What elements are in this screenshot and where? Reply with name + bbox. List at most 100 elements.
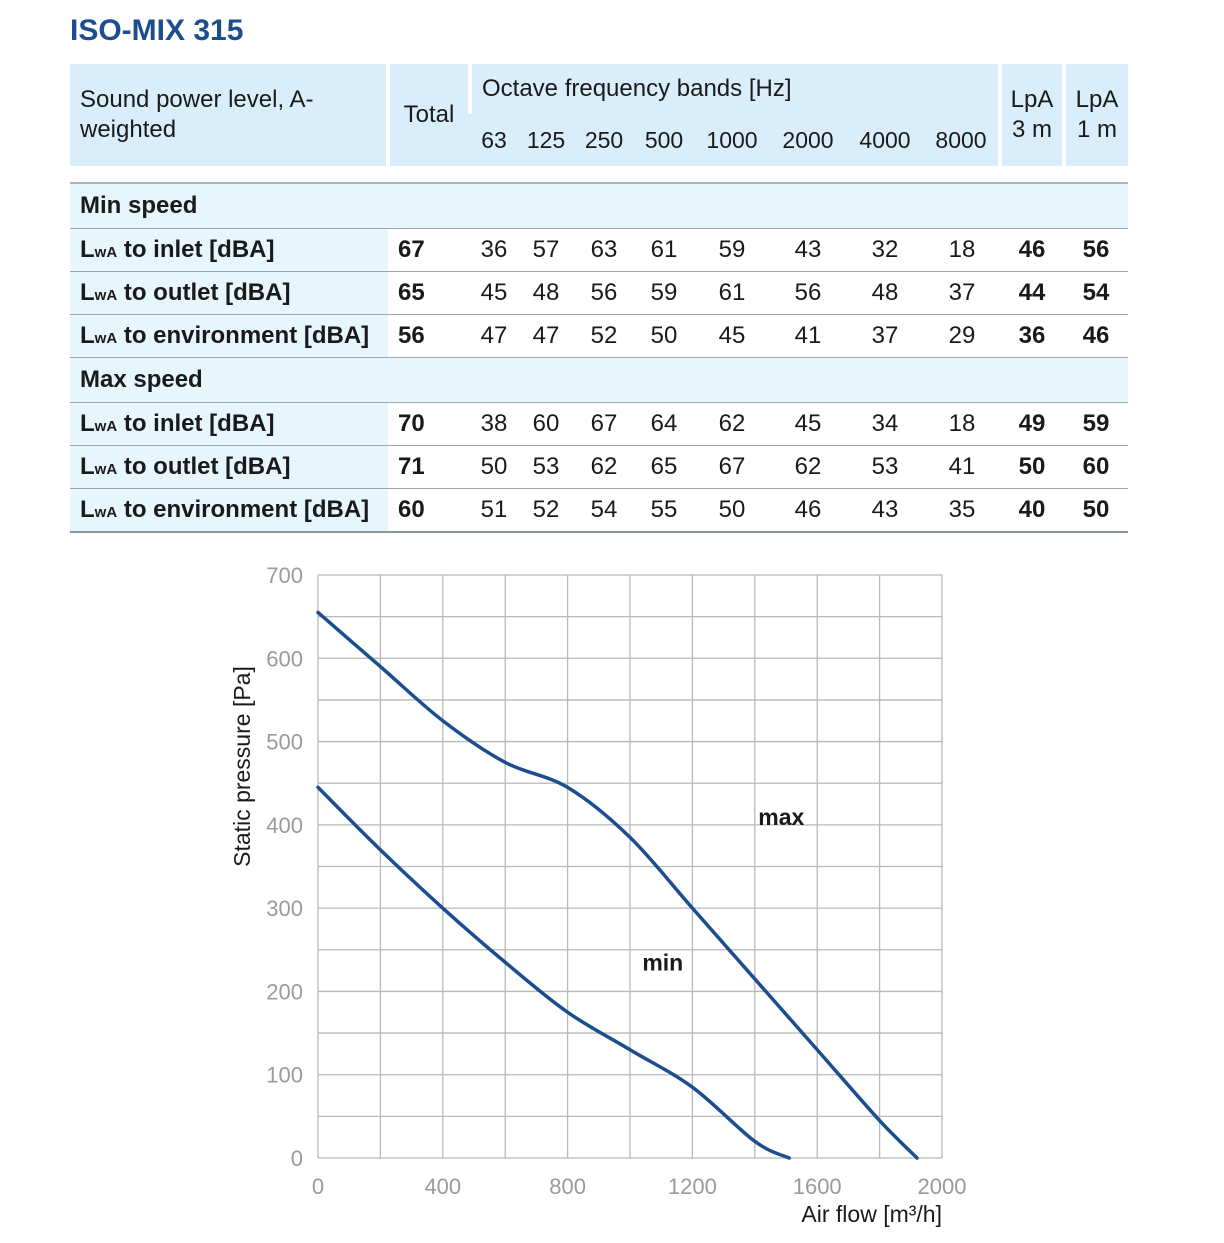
- band-cell: 59: [634, 271, 694, 315]
- band-cell: 47: [470, 314, 518, 358]
- band-cell: 18: [924, 402, 1000, 446]
- y-tick-label: 500: [266, 730, 303, 755]
- lpa3-cell: 50: [1000, 445, 1064, 489]
- header-bands: Octave frequency bands [Hz]: [468, 64, 1000, 114]
- band-cell: 50: [634, 314, 694, 358]
- total-cell: 60: [388, 488, 470, 533]
- lpa1-cell: 46: [1064, 314, 1128, 358]
- band-cell: 48: [846, 271, 924, 315]
- lpa3-cell: 36: [1000, 314, 1064, 358]
- band-cell: 52: [574, 314, 634, 358]
- y-tick-label: 300: [266, 896, 303, 921]
- lpa1-cell: 60: [1064, 445, 1128, 489]
- lpa1-cell: 50: [1064, 488, 1128, 533]
- band-cell: 43: [770, 228, 846, 272]
- y-axis-label: Static pressure [Pa]: [229, 666, 255, 867]
- band-cell: 65: [634, 445, 694, 489]
- lpa1-cell: 59: [1064, 402, 1128, 446]
- y-tick-label: 600: [266, 646, 303, 671]
- row-label: LwA to environment [dBA]: [70, 314, 388, 358]
- header-lpa3: LpA 3 m: [998, 64, 1064, 166]
- lpa1-cell: 56: [1064, 228, 1128, 272]
- table-row: LwA to outlet [dBA] 71 50 53 62 65 67 62 53 41 50 6…: [70, 445, 1128, 489]
- table-row: LwA to environment [dBA] 56 47 47 52 50 45 41 37…: [70, 314, 1128, 358]
- page-title: ISO-MIX 315: [70, 14, 244, 47]
- band-cell: 59: [694, 228, 770, 272]
- row-label: LwA to inlet [dBA]: [70, 228, 388, 272]
- speed-group-label: Min speed: [70, 183, 1128, 229]
- lpa3-cell: 40: [1000, 488, 1064, 533]
- band-cell: 45: [470, 271, 518, 315]
- header-label: Sound power level, A-weighted: [70, 64, 388, 166]
- table-row: LwA to environment [dBA] 60 51 52 54 55 50 46 43…: [70, 488, 1128, 533]
- band-cell: 50: [694, 488, 770, 533]
- band-cell: 36: [470, 228, 518, 272]
- band-cell: 43: [846, 488, 924, 533]
- band-cell: 67: [574, 402, 634, 446]
- series-line-max: [316, 610, 919, 1160]
- header-total: Total: [386, 64, 470, 166]
- table-row: LwA to inlet [dBA] 70 38 60 67 64 62 45 34 18 49 59: [70, 402, 1128, 446]
- y-tick-label: 100: [266, 1063, 303, 1088]
- y-tick-label: 200: [266, 979, 303, 1004]
- band-cell: 55: [634, 488, 694, 533]
- band-header: 2000: [770, 114, 846, 166]
- speed-group-row: Max speed: [70, 357, 1128, 403]
- series-label-min: min: [642, 950, 683, 976]
- x-tick-label: 2000: [918, 1174, 967, 1199]
- x-tick-label: 1200: [668, 1174, 717, 1199]
- y-tick-label: 0: [291, 1146, 303, 1171]
- y-tick-label: 400: [266, 813, 303, 838]
- band-cell: 38: [470, 402, 518, 446]
- band-cell: 56: [574, 271, 634, 315]
- lpa3-top: LpA: [1010, 86, 1054, 113]
- band-cell: 53: [846, 445, 924, 489]
- total-cell: 71: [388, 445, 470, 489]
- row-label: LwA to environment [dBA]: [70, 488, 388, 533]
- row-label: LwA to outlet [dBA]: [70, 445, 388, 489]
- band-cell: 48: [518, 271, 574, 315]
- total-cell: 56: [388, 314, 470, 358]
- band-cell: 37: [924, 271, 1000, 315]
- lpa1-cell: 54: [1064, 271, 1128, 315]
- band-cell: 34: [846, 402, 924, 446]
- band-cell: 45: [770, 402, 846, 446]
- band-cell: 56: [770, 271, 846, 315]
- band-header: 500: [634, 114, 694, 166]
- band-cell: 60: [518, 402, 574, 446]
- band-header: 125: [518, 114, 574, 166]
- speed-group-label: Max speed: [70, 357, 1128, 403]
- series-line-min: [316, 785, 791, 1160]
- band-cell: 35: [924, 488, 1000, 533]
- band-header: 8000: [924, 114, 1000, 166]
- lpa1-bottom: 1 m: [1076, 116, 1117, 143]
- band-cell: 57: [518, 228, 574, 272]
- header-lpa1: LpA 1 m: [1062, 64, 1128, 166]
- band-cell: 54: [574, 488, 634, 533]
- sound-power-table: Sound power level, A-weighted Total Octa…: [70, 64, 1128, 533]
- band-header: 250: [574, 114, 634, 166]
- lpa3-cell: 46: [1000, 228, 1064, 272]
- band-cell: 67: [694, 445, 770, 489]
- band-cell: 50: [470, 445, 518, 489]
- table-row: LwA to outlet [dBA] 65 45 48 56 59 61 56 48 37 44 5…: [70, 271, 1128, 315]
- x-tick-label: 400: [424, 1174, 461, 1199]
- band-cell: 41: [924, 445, 1000, 489]
- band-cell: 64: [634, 402, 694, 446]
- series-label-max: max: [758, 804, 804, 830]
- lpa3-cell: 49: [1000, 402, 1064, 446]
- band-cell: 63: [574, 228, 634, 272]
- row-label: LwA to outlet [dBA]: [70, 271, 388, 315]
- band-cell: 32: [846, 228, 924, 272]
- band-cell: 61: [634, 228, 694, 272]
- band-cell: 41: [770, 314, 846, 358]
- band-cell: 52: [518, 488, 574, 533]
- header-label-text: Sound power level, A-weighted: [80, 86, 314, 143]
- band-cell: 53: [518, 445, 574, 489]
- x-tick-label: 1600: [793, 1174, 842, 1199]
- band-cell: 51: [470, 488, 518, 533]
- band-cell: 45: [694, 314, 770, 358]
- x-axis-label: Air flow [m³/h]: [801, 1201, 942, 1227]
- band-cell: 62: [694, 402, 770, 446]
